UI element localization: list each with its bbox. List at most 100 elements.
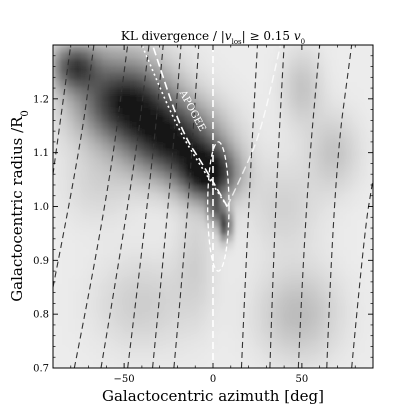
heatmap-cell <box>157 171 165 180</box>
heatmap-cell <box>366 143 373 151</box>
heatmap-cell <box>199 220 207 229</box>
heatmap-cell <box>213 122 221 130</box>
heatmap-cell <box>171 178 179 187</box>
heatmap-cell <box>226 255 235 264</box>
heatmap-cell <box>317 80 325 88</box>
heatmap-cell <box>233 206 242 215</box>
heatmap-cell <box>219 276 228 285</box>
heatmap-cell <box>66 122 75 130</box>
heatmap-cell <box>303 227 311 236</box>
heatmap-cell <box>143 255 151 264</box>
heatmap-cell <box>261 66 270 74</box>
heatmap-cell <box>213 94 221 102</box>
heatmap-cell <box>206 143 214 151</box>
heatmap-cell <box>261 171 270 180</box>
heatmap-cell <box>143 318 151 327</box>
heatmap-cell <box>87 262 96 271</box>
heatmap-cell <box>247 206 256 215</box>
heatmap-cell <box>268 52 277 60</box>
heatmap-cell <box>261 339 270 348</box>
heatmap-cell <box>108 59 117 67</box>
heatmap-cell <box>338 164 346 172</box>
heatmap-cell <box>331 206 339 215</box>
heatmap-cell <box>108 227 117 236</box>
heatmap-cell <box>129 311 138 320</box>
heatmap-cell <box>66 283 75 292</box>
heatmap-cell <box>268 269 277 278</box>
heatmap-cell <box>359 220 367 229</box>
heatmap-cell <box>352 108 360 116</box>
heatmap-cell <box>352 66 360 74</box>
heatmap-cell <box>53 304 61 313</box>
heatmap-cell <box>310 332 318 341</box>
heatmap-cell <box>275 234 284 243</box>
heatmap-cell <box>359 332 367 341</box>
heatmap-cell <box>129 332 138 341</box>
heatmap-cell <box>80 129 89 137</box>
heatmap-cell <box>310 255 318 264</box>
heatmap-cell <box>150 346 158 355</box>
heatmap-cell <box>122 59 131 67</box>
heatmap-cell <box>233 269 242 278</box>
heatmap-cell <box>150 255 158 264</box>
heatmap-cell <box>53 297 61 306</box>
heatmap-cell <box>352 206 360 215</box>
heatmap-cell <box>122 220 131 229</box>
heatmap-cell <box>338 325 346 334</box>
heatmap-cell <box>317 164 325 172</box>
heatmap-cell <box>282 143 291 151</box>
heatmap-cell <box>268 66 277 74</box>
heatmap-cell <box>66 136 75 144</box>
heatmap-cell <box>324 52 332 60</box>
heatmap-cell <box>282 332 291 341</box>
heatmap-cell <box>268 206 277 215</box>
heatmap-cell <box>233 304 242 313</box>
heatmap-cell <box>296 115 305 123</box>
heatmap-cell <box>101 122 110 130</box>
heatmap-cell <box>94 164 103 172</box>
heatmap-cell <box>359 192 367 201</box>
heatmap-cell <box>178 136 186 144</box>
heatmap-cell <box>136 108 145 116</box>
heatmap-cell <box>233 192 242 201</box>
heatmap-cell <box>157 346 165 355</box>
heatmap-cell <box>296 297 305 306</box>
heatmap-cell <box>261 73 270 81</box>
heatmap-cell <box>115 283 124 292</box>
heatmap-cell <box>157 227 165 236</box>
dashed-contour-line <box>53 45 95 288</box>
heatmap-cell <box>324 108 332 116</box>
heatmap-cell <box>240 192 249 201</box>
heatmap-cell <box>122 269 131 278</box>
heatmap-cell <box>303 122 311 130</box>
heatmap-cell <box>282 157 291 165</box>
heatmap-cell <box>213 185 221 194</box>
heatmap-cell <box>94 94 103 102</box>
heatmap-cell <box>338 178 346 187</box>
heatmap-cell <box>101 227 110 236</box>
heatmap-cell <box>53 101 61 109</box>
heatmap-cell <box>303 178 311 187</box>
heatmap-cell <box>185 157 193 165</box>
heatmap-cell <box>359 157 367 165</box>
heatmap-cell <box>59 297 68 306</box>
heatmap-cell <box>268 318 277 327</box>
heatmap-cell <box>352 178 360 187</box>
heatmap-cell <box>345 45 353 53</box>
heatmap-cell <box>310 360 318 368</box>
heatmap-cell <box>136 234 145 243</box>
heatmap-cell <box>150 283 158 292</box>
heatmap-cell <box>331 136 339 144</box>
heatmap-cell <box>213 297 221 306</box>
heatmap-cell <box>275 171 284 180</box>
heatmap-cell <box>66 332 75 341</box>
heatmap-cell <box>171 255 179 264</box>
heatmap-cell <box>359 101 367 109</box>
heatmap-cell <box>73 360 82 368</box>
heatmap-cell <box>94 213 103 222</box>
heatmap-cell <box>247 283 256 292</box>
heatmap-cell <box>282 248 291 257</box>
heatmap-cell <box>275 262 284 271</box>
heatmap-cell <box>331 297 339 306</box>
